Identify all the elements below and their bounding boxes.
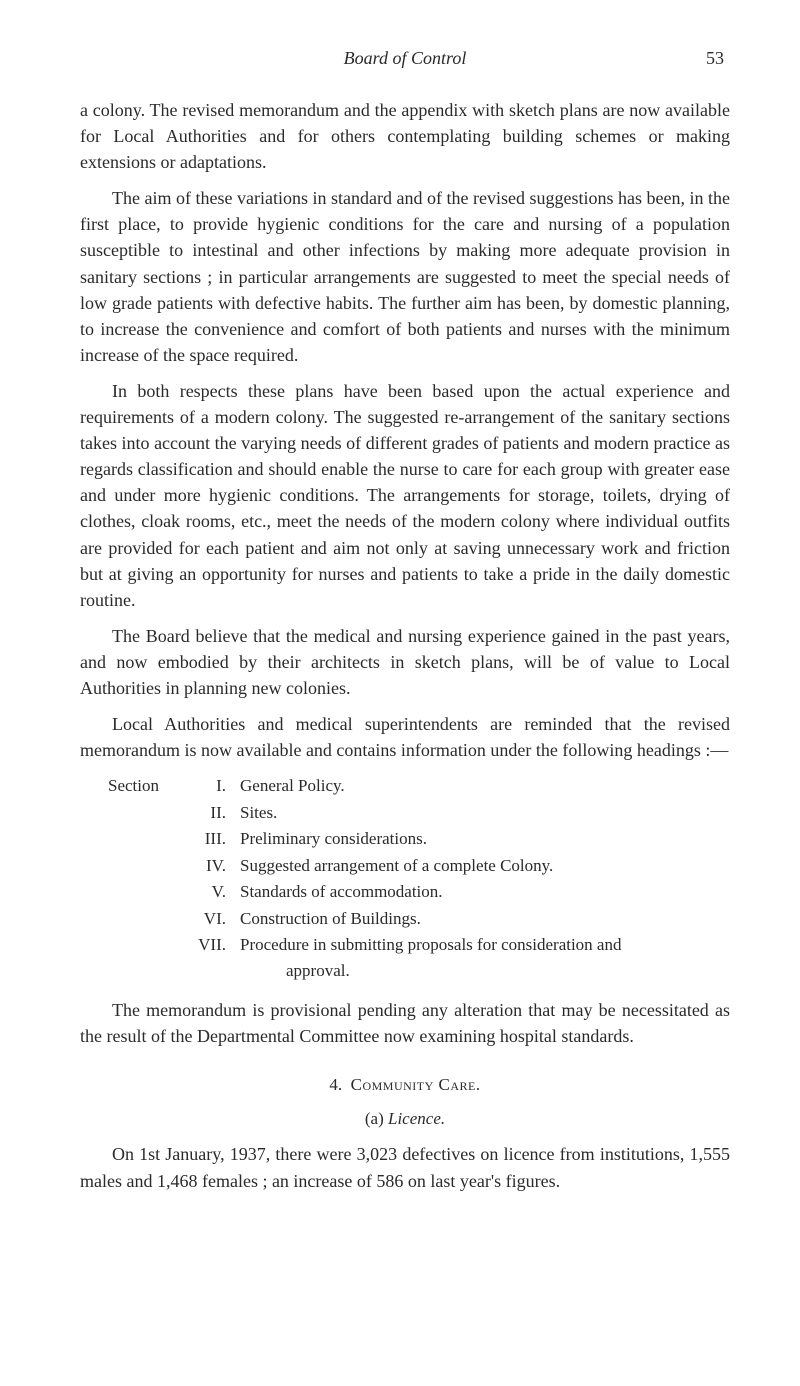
section-numeral: IV. (180, 853, 240, 879)
section-text: Sites. (240, 800, 730, 826)
paragraph: On 1st January, 1937, there were 3,023 d… (80, 1141, 730, 1193)
section-numeral: V. (180, 879, 240, 905)
paragraph: a colony. The revised memorandum and the… (80, 97, 730, 175)
subsubheading-licence: (a) Licence. (80, 1109, 730, 1129)
page-header: Board of Control 53 (80, 48, 730, 69)
page-number: 53 (684, 48, 724, 69)
section-text: Suggested arrangement of a complete Colo… (240, 853, 730, 879)
paragraph: The Board believe that the medical and n… (80, 623, 730, 701)
section-numeral: II. (180, 800, 240, 826)
section-numeral: VI. (180, 906, 240, 932)
section-prefix: Section (80, 773, 180, 799)
section-row: Section I. General Policy. (80, 773, 730, 799)
section-numeral: VII. (180, 932, 240, 958)
subheading-number: 4. (329, 1075, 342, 1094)
section-text: Standards of accommodation. (240, 879, 730, 905)
section-text: Construction of Buildings. (240, 906, 730, 932)
section-numeral: I. (180, 773, 240, 799)
section-row: VII. Procedure in submitting proposals f… (80, 932, 730, 983)
subsub-label: (a) (365, 1109, 384, 1128)
section-text: Procedure in submitting proposals for co… (240, 932, 730, 983)
section-row: VI. Construction of Buildings. (80, 906, 730, 932)
section-text-continuation: approval. (240, 958, 730, 984)
section-list: Section I. General Policy. II. Sites. II… (80, 773, 730, 983)
section-row: V. Standards of accommodation. (80, 879, 730, 905)
subheading-community-care: 4. Community Care. (80, 1075, 730, 1095)
paragraph: The aim of these variations in standard … (80, 185, 730, 368)
section-text: General Policy. (240, 773, 730, 799)
subheading-title: Community Care. (351, 1075, 481, 1094)
paragraph: Local Authorities and medical superinten… (80, 711, 730, 763)
section-text-line: Procedure in submitting proposals for co… (240, 935, 621, 954)
paragraph: In both respects these plans have been b… (80, 378, 730, 613)
section-row: II. Sites. (80, 800, 730, 826)
section-row: III. Preliminary considerations. (80, 826, 730, 852)
document-page: Board of Control 53 a colony. The revise… (0, 0, 800, 1386)
paragraph: The memorandum is provisional pending an… (80, 997, 730, 1049)
running-title: Board of Control (126, 48, 684, 69)
section-row: IV. Suggested arrangement of a complete … (80, 853, 730, 879)
section-numeral: III. (180, 826, 240, 852)
section-text: Preliminary considerations. (240, 826, 730, 852)
subsub-title: Licence. (388, 1109, 445, 1128)
